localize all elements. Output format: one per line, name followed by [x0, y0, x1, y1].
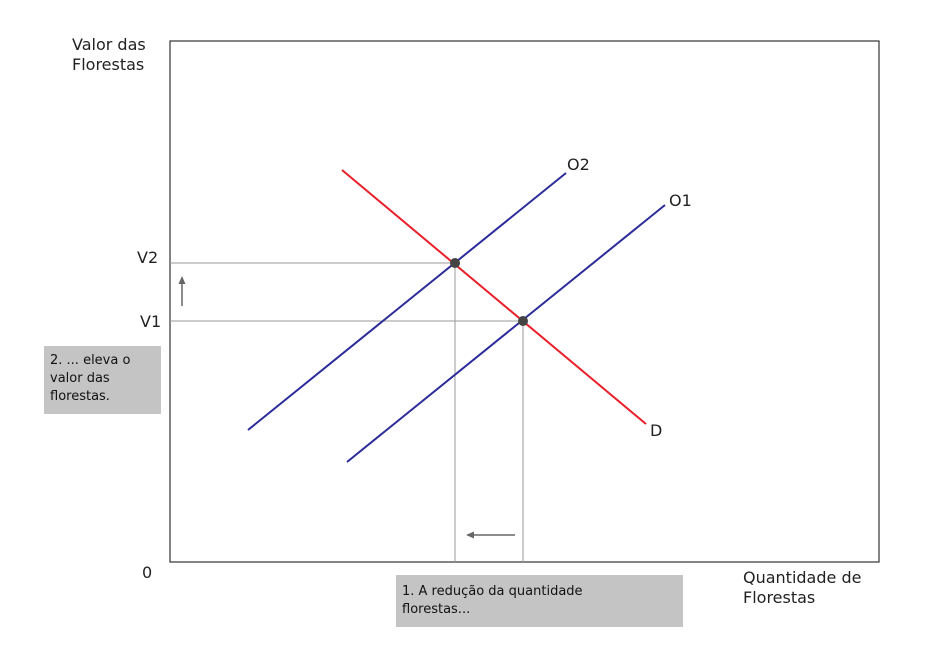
note-left-line2: valor das	[50, 371, 110, 386]
y-axis-label-line2: Florestas	[72, 55, 145, 74]
price-label-v2: V2	[137, 248, 159, 267]
arrow-up-icon	[178, 276, 186, 306]
note-quantity-reduction: 1. A redução da quantidade florestas...	[396, 575, 683, 627]
supply-curve-o1	[346, 204, 666, 463]
y-axis-label: Valor das Florestas	[72, 35, 146, 75]
note-value-increase: 2. ... eleva o valor das florestas.	[44, 346, 161, 414]
note-bottom-line2: florestas...	[402, 602, 471, 617]
equilibrium-point-2	[450, 258, 460, 268]
curve-label-o1: O1	[669, 191, 692, 210]
note-left-line3: florestas.	[50, 389, 110, 404]
y-axis-label-line1: Valor das	[72, 35, 146, 54]
equilibrium-point-1	[518, 316, 528, 326]
x-axis-label-line1: Quantidade de	[743, 568, 862, 587]
origin-label: 0	[142, 563, 153, 582]
curve-label-o2: O2	[567, 155, 590, 174]
arrow-left-icon	[466, 531, 515, 539]
plot-frame	[169, 40, 880, 563]
curve-label-d: D	[650, 421, 662, 440]
price-label-v1: V1	[140, 312, 162, 331]
x-axis-label-line2: Florestas	[743, 588, 816, 607]
x-axis-label: Quantidade de Florestas	[743, 568, 861, 608]
note-left-line1: 2. ... eleva o	[50, 353, 131, 368]
demand-curve-d	[341, 169, 647, 425]
supply-curve-o2	[247, 172, 567, 431]
note-bottom-line1: 1. A redução da quantidade	[402, 584, 583, 599]
